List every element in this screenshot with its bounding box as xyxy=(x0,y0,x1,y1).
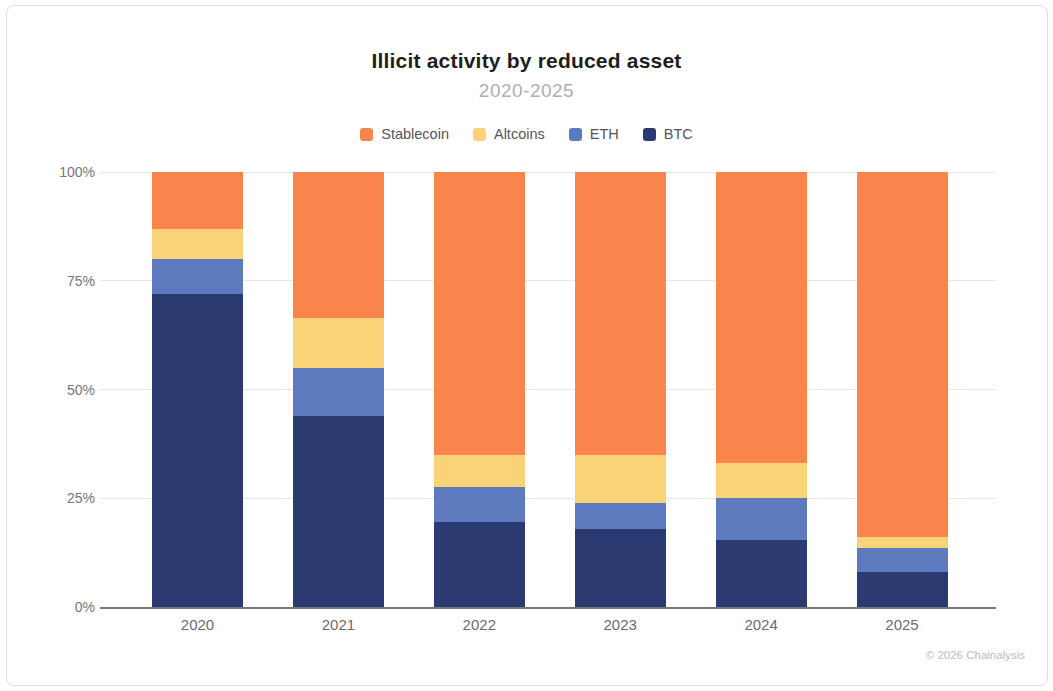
y-tick-label-100: 100% xyxy=(0,163,95,181)
bar-segment-stablecoin-2025 xyxy=(857,172,948,537)
x-tick-label-2022: 2022 xyxy=(424,616,534,634)
x-tick-label-2020: 2020 xyxy=(143,616,253,634)
bar-segment-btc-2021 xyxy=(293,416,384,607)
bar-segment-altcoins-2020 xyxy=(152,229,243,259)
bar-segment-stablecoin-2020 xyxy=(152,172,243,229)
x-tick-label-2024: 2024 xyxy=(706,616,816,634)
bar-segment-altcoins-2021 xyxy=(293,318,384,368)
bar-segment-stablecoin-2022 xyxy=(434,172,525,455)
bar-segment-altcoins-2025 xyxy=(857,537,948,548)
bar-segment-stablecoin-2021 xyxy=(293,172,384,318)
y-tick-label-25: 25% xyxy=(0,489,95,507)
x-tick-label-2021: 2021 xyxy=(283,616,393,634)
y-tick-label-0: 0% xyxy=(0,598,95,616)
bar-segment-btc-2024 xyxy=(716,540,807,607)
copyright: © 2026 Chainalysis xyxy=(926,649,1025,661)
bar-segment-btc-2023 xyxy=(575,529,666,607)
plot-area: 0% 25% 50% 75% 100% 2020 2021 2022 2023 2024 2025 xyxy=(0,0,1053,691)
bar-2021 xyxy=(293,172,384,607)
bar-segment-eth-2020 xyxy=(152,259,243,294)
bar-segment-btc-2025 xyxy=(857,572,948,607)
x-tick-label-2025: 2025 xyxy=(847,616,957,634)
x-axis-line xyxy=(100,607,996,609)
bar-segment-altcoins-2023 xyxy=(575,455,666,503)
bar-segment-eth-2021 xyxy=(293,368,384,416)
bar-2025 xyxy=(857,172,948,607)
y-tick-label-50: 50% xyxy=(0,381,95,399)
bar-segment-eth-2024 xyxy=(716,498,807,539)
bar-segment-stablecoin-2024 xyxy=(716,172,807,463)
bar-segment-eth-2025 xyxy=(857,548,948,572)
x-tick-label-2023: 2023 xyxy=(565,616,675,634)
bar-segment-btc-2020 xyxy=(152,294,243,607)
bar-segment-btc-2022 xyxy=(434,522,525,607)
bar-segment-eth-2022 xyxy=(434,487,525,522)
bar-2022 xyxy=(434,172,525,607)
bar-2024 xyxy=(716,172,807,607)
bar-segment-altcoins-2024 xyxy=(716,463,807,498)
y-tick-label-75: 75% xyxy=(0,272,95,290)
bar-segment-altcoins-2022 xyxy=(434,455,525,488)
bar-segment-eth-2023 xyxy=(575,503,666,529)
bar-2023 xyxy=(575,172,666,607)
bar-2020 xyxy=(152,172,243,607)
bar-segment-stablecoin-2023 xyxy=(575,172,666,455)
